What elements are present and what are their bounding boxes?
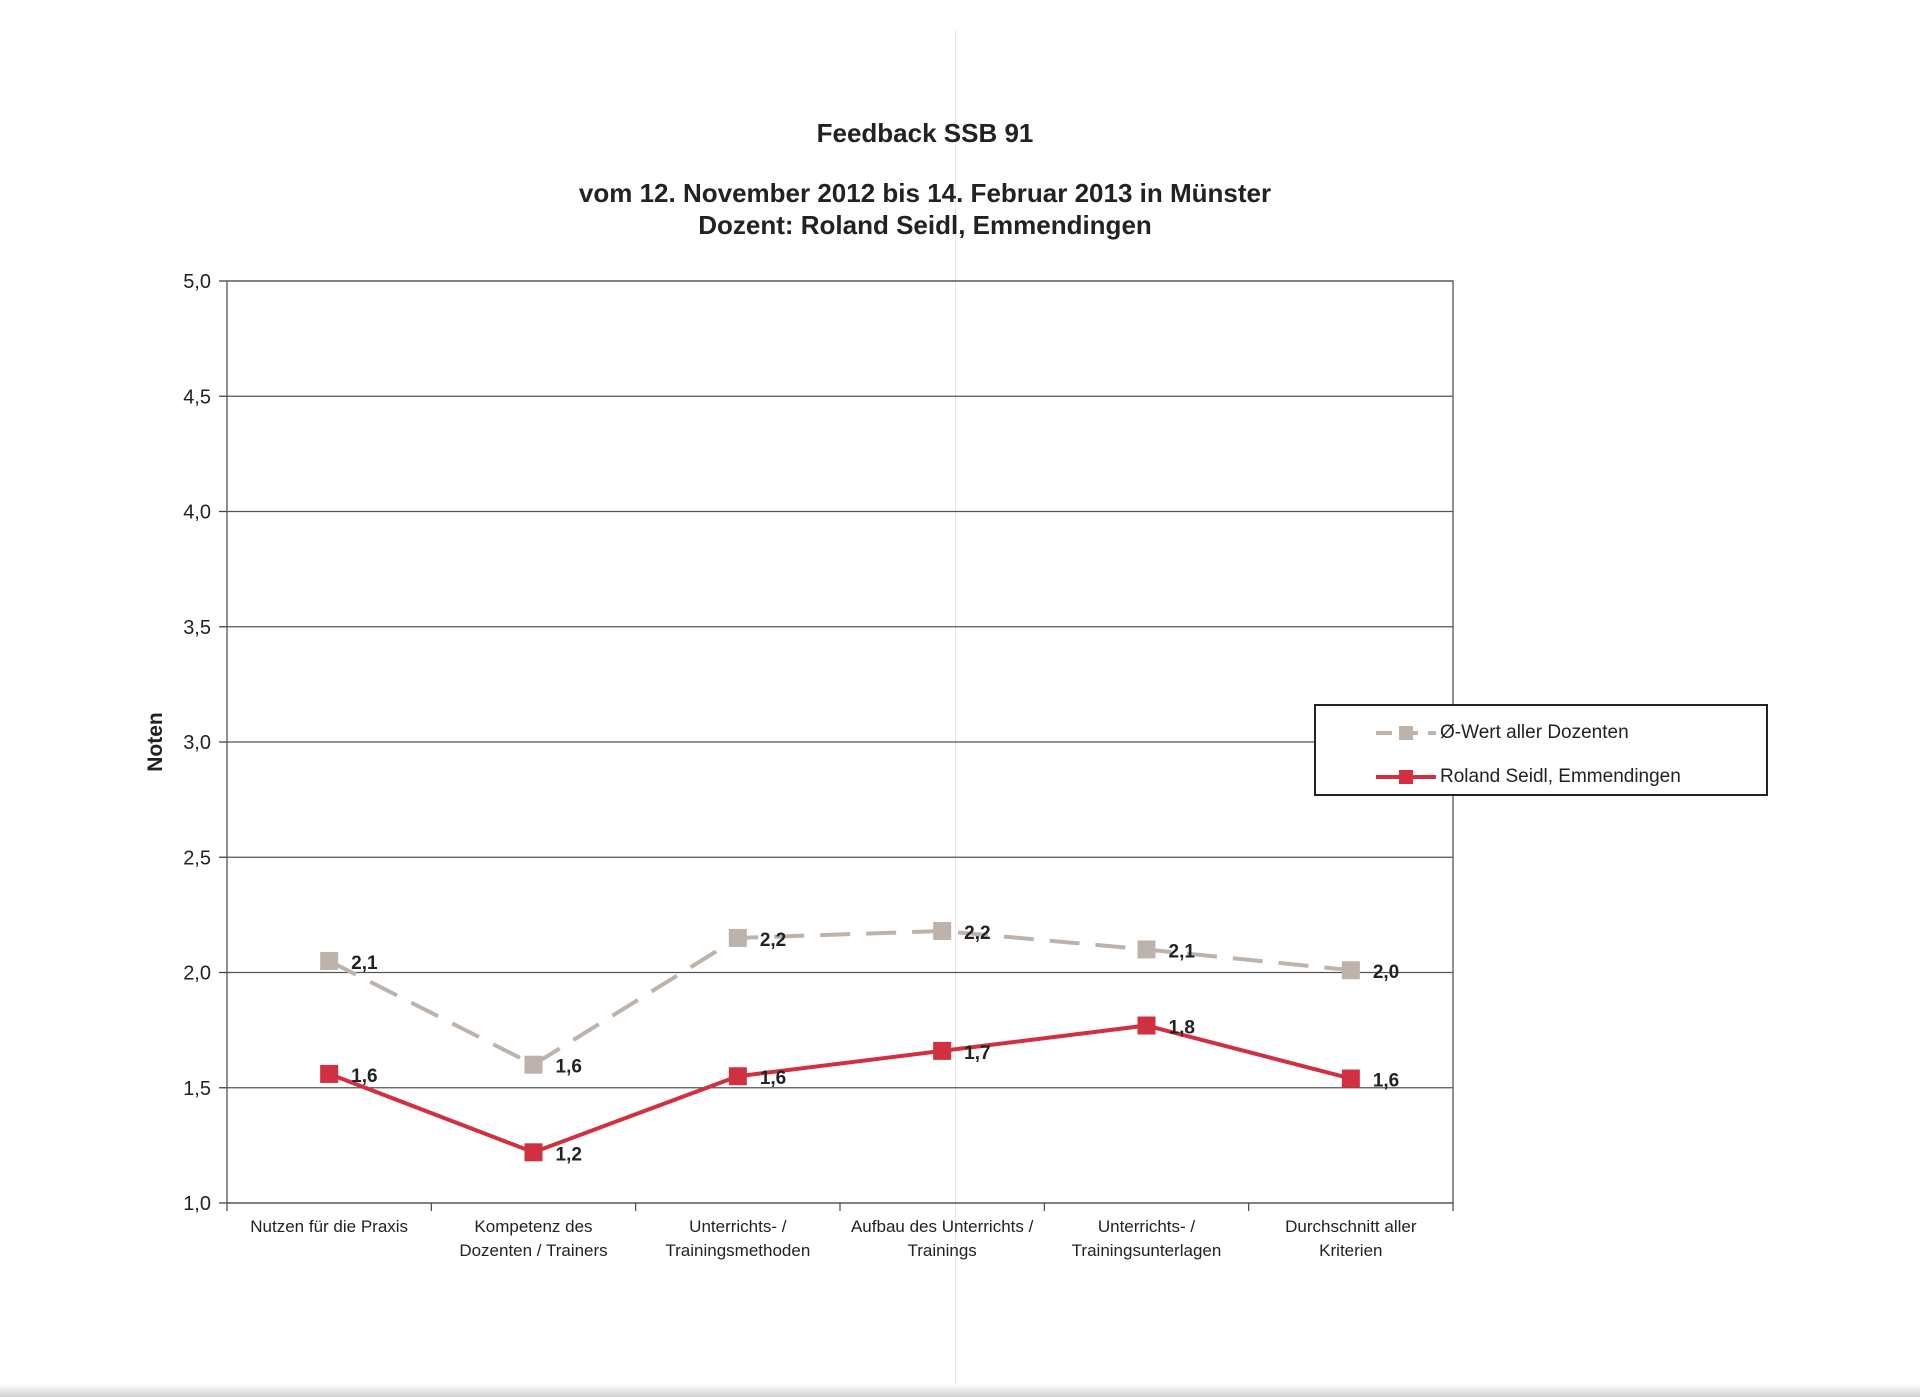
chart-title: Feedback SSB 91 xyxy=(816,118,1034,148)
marker-seidl xyxy=(320,1064,339,1083)
marker-average xyxy=(320,951,339,970)
data-label-seidl: 1,6 xyxy=(760,1068,786,1089)
x-category-label: Unterrichts- / Trainingsmethoden xyxy=(665,1217,810,1260)
y-tick-label: 3,0 xyxy=(183,732,211,754)
x-category-label: Kompetenz des Dozenten / Trainers xyxy=(459,1217,607,1260)
data-label-average: 2,0 xyxy=(1373,962,1399,983)
legend-swatch-average xyxy=(1376,726,1436,740)
legend-label-average: Ø-Wert aller Dozenten xyxy=(1440,722,1629,743)
chart-subtitle-date: vom 12. November 2012 bis 14. Februar 20… xyxy=(578,178,1272,208)
data-label-average: 2,1 xyxy=(1169,941,1196,962)
paper-fold-line xyxy=(955,30,956,1397)
x-category-label: Unterrichts- / Trainingsunterlagen xyxy=(1072,1217,1222,1260)
data-label-average: 2,2 xyxy=(760,930,786,951)
legend-label-seidl: Roland Seidl, Emmendingen xyxy=(1440,766,1681,787)
data-label-average: 2,2 xyxy=(964,923,990,944)
marker-average xyxy=(1341,961,1360,980)
legend-swatch-seidl xyxy=(1376,770,1436,784)
data-label-seidl: 1,6 xyxy=(1373,1071,1399,1092)
marker-seidl xyxy=(1341,1069,1360,1088)
y-tick-label: 1,0 xyxy=(183,1193,211,1215)
y-tick-label: 2,0 xyxy=(183,963,211,985)
legend-item-seidl: Roland Seidl, Emmendingen xyxy=(1376,762,1756,792)
data-label-seidl: 1,6 xyxy=(351,1066,377,1087)
y-tick-label: 3,5 xyxy=(183,617,211,639)
y-tick-label: 2,5 xyxy=(183,847,211,869)
y-tick-label: 1,5 xyxy=(183,1078,211,1100)
data-label-seidl: 1,2 xyxy=(556,1144,582,1165)
data-label-seidl: 1,8 xyxy=(1169,1018,1195,1039)
marker-average xyxy=(728,928,747,947)
legend-item-average: Ø-Wert aller Dozenten xyxy=(1376,718,1756,748)
x-category-label: Durchschnitt aller Kriterien xyxy=(1285,1217,1417,1260)
y-axis-label: Noten xyxy=(144,712,167,772)
data-label-seidl: 1,7 xyxy=(964,1043,990,1064)
marker-average xyxy=(933,922,952,941)
series-line-average xyxy=(328,929,1352,1067)
scan-edge-shadow xyxy=(0,1384,1920,1397)
marker-seidl xyxy=(524,1143,543,1162)
y-tick-label: 5,0 xyxy=(183,271,211,293)
series-line-seidl xyxy=(328,1023,1352,1155)
chart-subtitle-lecturer: Dozent: Roland Seidl, Emmendingen xyxy=(698,210,1152,240)
y-tick-label: 4,5 xyxy=(183,386,211,408)
marker-average xyxy=(1137,940,1156,959)
chart-legend: Ø-Wert aller Dozenten Roland Seidl, Emme… xyxy=(1314,704,1768,796)
x-category-label: Nutzen für die Praxis xyxy=(250,1217,408,1236)
data-label-average: 2,1 xyxy=(351,953,378,974)
data-label-average: 1,6 xyxy=(556,1057,582,1078)
x-category-label: Aufbau des Unterrichts / Trainings xyxy=(851,1217,1034,1260)
marker-average xyxy=(524,1055,543,1074)
marker-seidl xyxy=(728,1067,747,1086)
y-tick-label: 4,0 xyxy=(183,502,211,524)
marker-seidl xyxy=(1137,1016,1156,1035)
marker-seidl xyxy=(933,1041,952,1060)
